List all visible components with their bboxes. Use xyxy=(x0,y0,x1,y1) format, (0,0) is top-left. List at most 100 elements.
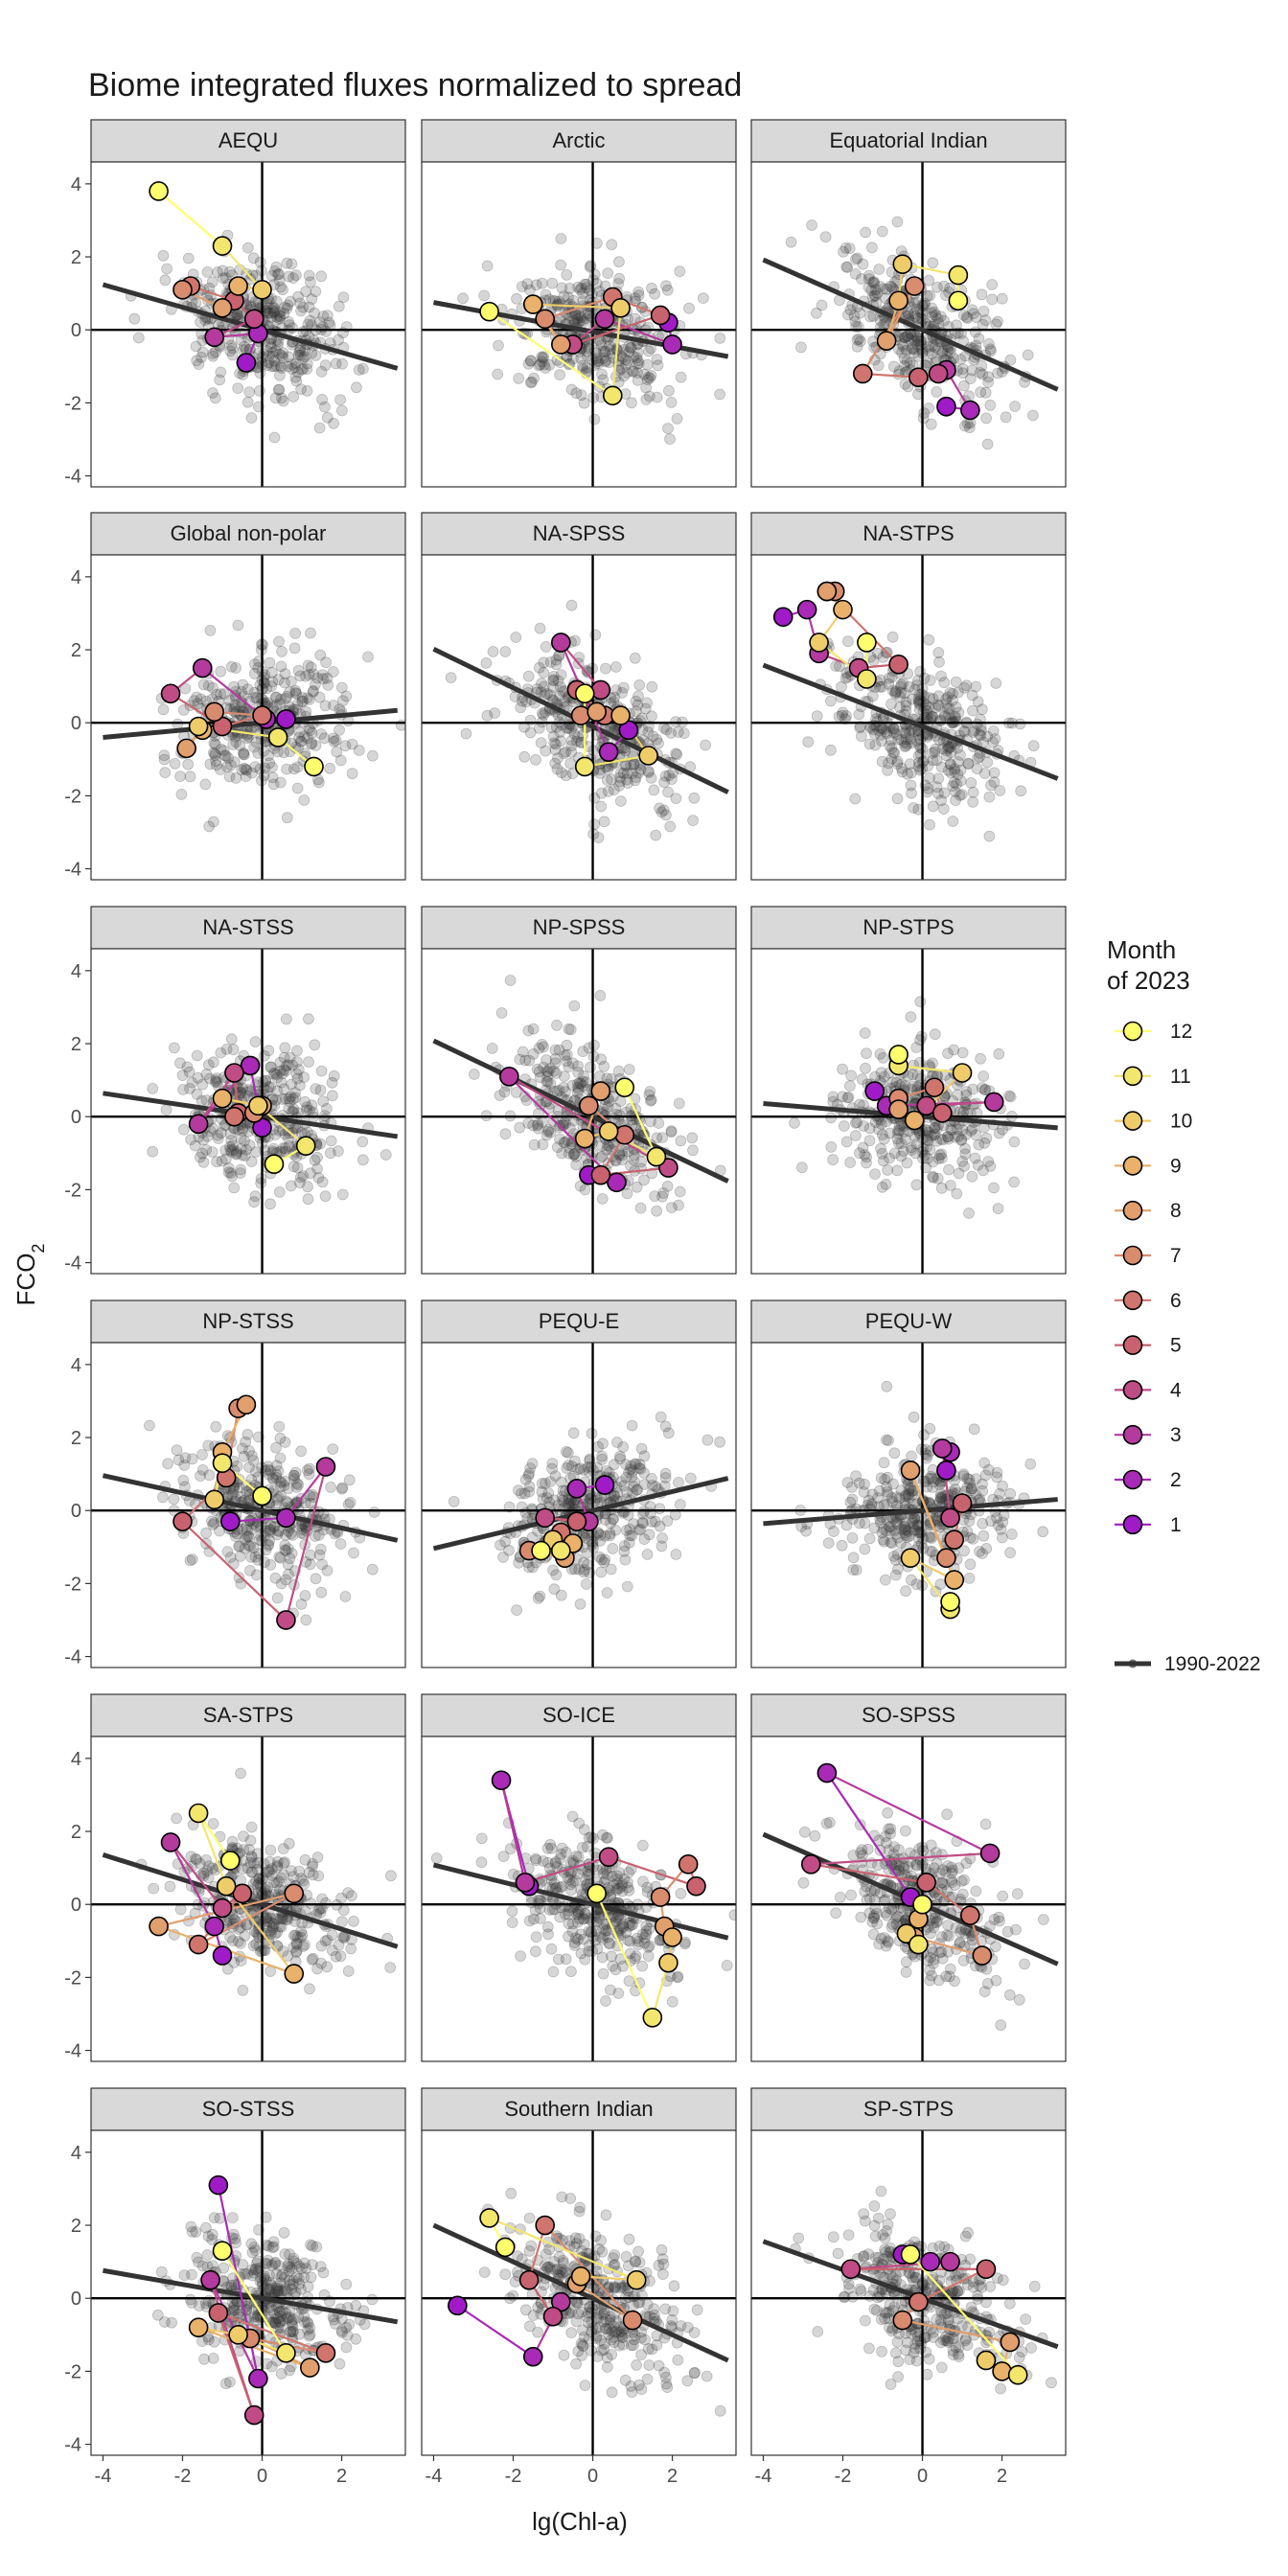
historical-point xyxy=(550,1068,563,1079)
historical-point xyxy=(863,273,875,286)
historical-point xyxy=(186,1453,198,1465)
y-tick-label: 0 xyxy=(71,713,81,734)
historical-point xyxy=(266,1472,279,1484)
historical-point xyxy=(243,1565,256,1576)
historical-point xyxy=(277,347,289,359)
historical-point xyxy=(330,734,342,747)
historical-point xyxy=(597,345,610,357)
historical-point xyxy=(572,1077,584,1090)
historical-point xyxy=(927,1057,938,1070)
historical-point xyxy=(632,767,645,779)
historical-point xyxy=(875,729,886,741)
historical-point xyxy=(651,354,663,365)
historical-point xyxy=(297,362,310,375)
historical-point xyxy=(629,292,641,305)
historical-point xyxy=(662,786,674,798)
historical-point xyxy=(908,725,920,738)
historical-point xyxy=(983,337,995,350)
historical-point xyxy=(936,347,949,359)
historical-point xyxy=(875,1517,886,1529)
historical-point xyxy=(974,728,985,741)
historical-point xyxy=(212,1133,224,1144)
historical-point xyxy=(248,668,261,679)
historical-point xyxy=(546,1458,559,1469)
historical-point xyxy=(973,1138,985,1151)
historical-point xyxy=(272,1491,285,1504)
historical-point xyxy=(674,265,686,278)
historical-point xyxy=(914,748,927,760)
historical-point xyxy=(276,646,288,657)
y-tick-label: -4 xyxy=(64,1254,81,1275)
historical-point xyxy=(888,1447,901,1460)
month-point-6 xyxy=(924,1077,945,1098)
historical-point xyxy=(556,1490,568,1503)
historical-point xyxy=(209,748,221,760)
historical-point xyxy=(596,1450,608,1462)
historical-point xyxy=(934,1133,947,1145)
historical-point xyxy=(239,1135,250,1147)
historical-point xyxy=(578,1070,589,1082)
historical-point xyxy=(551,1020,563,1031)
historical-point xyxy=(620,358,632,371)
historical-point xyxy=(912,693,925,705)
historical-point xyxy=(534,358,546,371)
historical-point xyxy=(643,345,655,357)
y-tick-label: 4 xyxy=(71,567,81,588)
historical-point xyxy=(866,276,879,288)
historical-point xyxy=(287,1530,299,1541)
historical-point xyxy=(301,363,313,376)
historical-point xyxy=(203,1072,216,1085)
historical-point xyxy=(918,1475,930,1487)
historical-point xyxy=(654,1520,666,1532)
historical-point xyxy=(530,753,541,766)
historical-point xyxy=(564,1497,575,1509)
historical-point xyxy=(551,1141,564,1153)
historical-point xyxy=(289,1466,302,1479)
historical-point xyxy=(863,269,875,282)
historical-point xyxy=(643,1089,656,1101)
historical-point xyxy=(310,740,322,751)
historical-point xyxy=(147,1083,159,1094)
historical-point xyxy=(245,1821,258,1833)
historical-point xyxy=(293,726,306,738)
historical-point xyxy=(267,1521,280,1533)
historical-point xyxy=(825,1141,838,1153)
historical-point xyxy=(629,652,641,664)
historical-point xyxy=(319,1190,332,1203)
historical-point xyxy=(900,700,912,712)
historical-point xyxy=(317,310,330,322)
facet-label: Arctic xyxy=(553,128,606,152)
historical-point xyxy=(881,1481,892,1493)
historical-point xyxy=(574,1598,586,1610)
historical-point xyxy=(300,1104,312,1116)
historical-point xyxy=(553,1121,565,1134)
facet-strip xyxy=(750,119,1067,163)
historical-point xyxy=(978,1137,991,1149)
historical-point xyxy=(1027,740,1040,752)
historical-point xyxy=(932,699,944,711)
historical-point xyxy=(538,680,550,693)
historical-point xyxy=(222,1162,235,1174)
historical-point xyxy=(540,1492,553,1504)
historical-point xyxy=(296,692,309,703)
historical-point xyxy=(637,1517,649,1530)
historical-point xyxy=(863,738,876,750)
historical-point xyxy=(907,1069,919,1081)
historical-point xyxy=(564,1142,576,1154)
historical-point xyxy=(896,338,908,351)
month-point-2 xyxy=(607,1172,627,1193)
historical-point xyxy=(978,305,990,317)
historical-point xyxy=(956,1046,969,1059)
month-point-4 xyxy=(160,683,181,704)
historical-point xyxy=(183,1066,196,1078)
month-segment xyxy=(898,1064,963,1074)
chart-title: Biome integrated fluxes normalized to sp… xyxy=(88,67,742,104)
historical-point xyxy=(262,1540,274,1552)
historical-point xyxy=(289,687,302,699)
historical-point xyxy=(932,343,944,356)
historical-point xyxy=(613,364,625,377)
month-point-3 xyxy=(204,327,225,348)
historical-point xyxy=(313,422,326,434)
historical-point xyxy=(286,358,298,371)
